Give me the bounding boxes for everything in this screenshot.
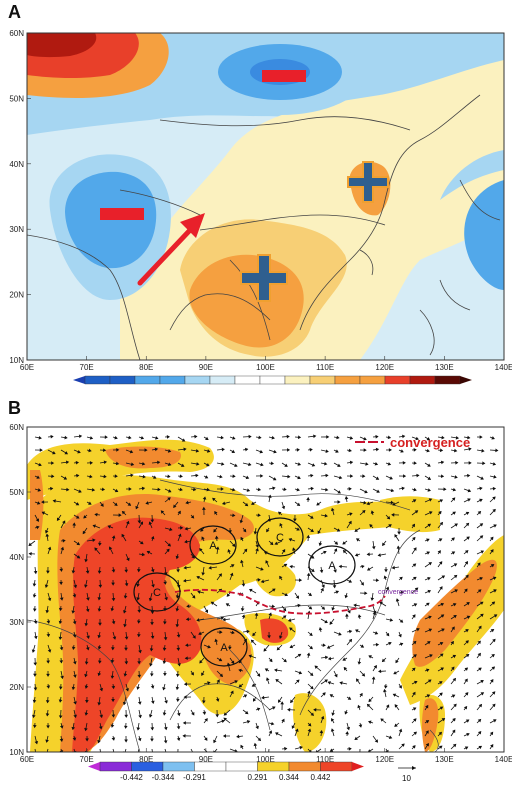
- colorbar-segment: [131, 761, 164, 772]
- circulation-label: A: [328, 560, 336, 572]
- colorbar-label: 0.291: [247, 773, 268, 782]
- colorbar-segment: [320, 761, 353, 772]
- minus-marker-west: [100, 208, 144, 220]
- circulation-center: A: [308, 545, 356, 585]
- colorbar-segment: [73, 376, 85, 384]
- colorbar-segment: [352, 762, 364, 771]
- panel-b-colorbar: -0.442 -0.344 -0.291 0.291 0.344 0.442: [88, 761, 364, 782]
- x-tick-label: 110E: [316, 363, 334, 372]
- x-tick-label: 130E: [435, 755, 454, 764]
- colorbar-segment: [88, 762, 100, 771]
- colorbar-label: -0.344: [152, 773, 175, 782]
- convergence-inline-label: convergence: [378, 589, 418, 596]
- x-tick-label: 110E: [316, 755, 334, 764]
- colorbar-segment: [194, 761, 227, 772]
- x-tick-label: 90E: [199, 363, 213, 372]
- x-tick-label: 140E: [495, 755, 512, 764]
- y-tick-label: 10N: [9, 748, 24, 757]
- y-tick-label: 50N: [9, 94, 24, 103]
- colorbar-segment: [288, 761, 321, 772]
- x-tick-label: 120E: [375, 755, 394, 764]
- colorbar-segment: [257, 761, 290, 772]
- x-tick-label: 80E: [139, 363, 153, 372]
- colorbar-segment: [162, 761, 195, 772]
- plus-marker-east: [347, 161, 389, 203]
- x-tick-label: 60E: [20, 363, 34, 372]
- convergence-legend: convergence: [355, 435, 470, 450]
- y-tick-label: 40N: [9, 160, 24, 169]
- plus-marker-south: [240, 254, 288, 302]
- colorbar-label: 0.442: [310, 773, 331, 782]
- circulation-label: C: [153, 587, 161, 599]
- x-tick-label: 140E: [495, 363, 512, 372]
- x-tick-label: 70E: [80, 755, 94, 764]
- y-tick-label: 20N: [9, 291, 24, 300]
- y-tick-label: 40N: [9, 553, 24, 562]
- colorbar-label: 0.344: [279, 773, 300, 782]
- panel-a-label: A: [8, 2, 21, 22]
- circulation-center: C: [133, 572, 181, 612]
- panel-a-map: 60N 50N 40N 30N 20N 10N 60E 70E 80E 90E 100E 110E 1…: [9, 29, 512, 385]
- colorbar-label: -0.291: [183, 773, 206, 782]
- panel-b-label: B: [8, 398, 21, 418]
- x-tick-label: 90E: [199, 755, 213, 764]
- y-tick-label: 50N: [9, 488, 24, 497]
- circulation-label: C: [276, 532, 284, 544]
- colorbar-segment: [225, 761, 258, 772]
- x-tick-label: 120E: [375, 363, 394, 372]
- colorbar-segment: [460, 376, 472, 384]
- flow-arrow: [137, 213, 205, 286]
- colorbar-label: -0.442: [120, 773, 143, 782]
- convergence-legend-label: convergence: [390, 435, 470, 450]
- minus-marker-north: [262, 70, 306, 82]
- y-tick-label: 20N: [9, 683, 24, 692]
- x-tick-label: 70E: [80, 363, 94, 372]
- x-tick-label: 60E: [20, 755, 34, 764]
- x-tick-label: 130E: [435, 363, 454, 372]
- y-tick-label: 30N: [9, 225, 24, 234]
- x-tick-label: 100E: [256, 755, 275, 764]
- reference-vector: 10: [398, 766, 416, 783]
- y-tick-label: 60N: [9, 423, 24, 432]
- convergence-line: [174, 588, 386, 615]
- reference-vector-label: 10: [402, 774, 411, 783]
- circulation-label: A: [209, 540, 217, 552]
- circulation-center: C: [256, 517, 304, 557]
- panel-a-colorbar: [73, 375, 472, 385]
- circulation-center: A: [200, 627, 248, 667]
- x-tick-label: 100E: [256, 363, 275, 372]
- y-tick-label: 60N: [9, 29, 24, 38]
- circulation-label: A: [220, 642, 228, 654]
- y-tick-label: 10N: [9, 356, 24, 365]
- colorbar-segment: [99, 761, 132, 772]
- circulation-center: A: [189, 525, 237, 565]
- x-tick-label: 80E: [139, 755, 153, 764]
- y-tick-label: 30N: [9, 618, 24, 627]
